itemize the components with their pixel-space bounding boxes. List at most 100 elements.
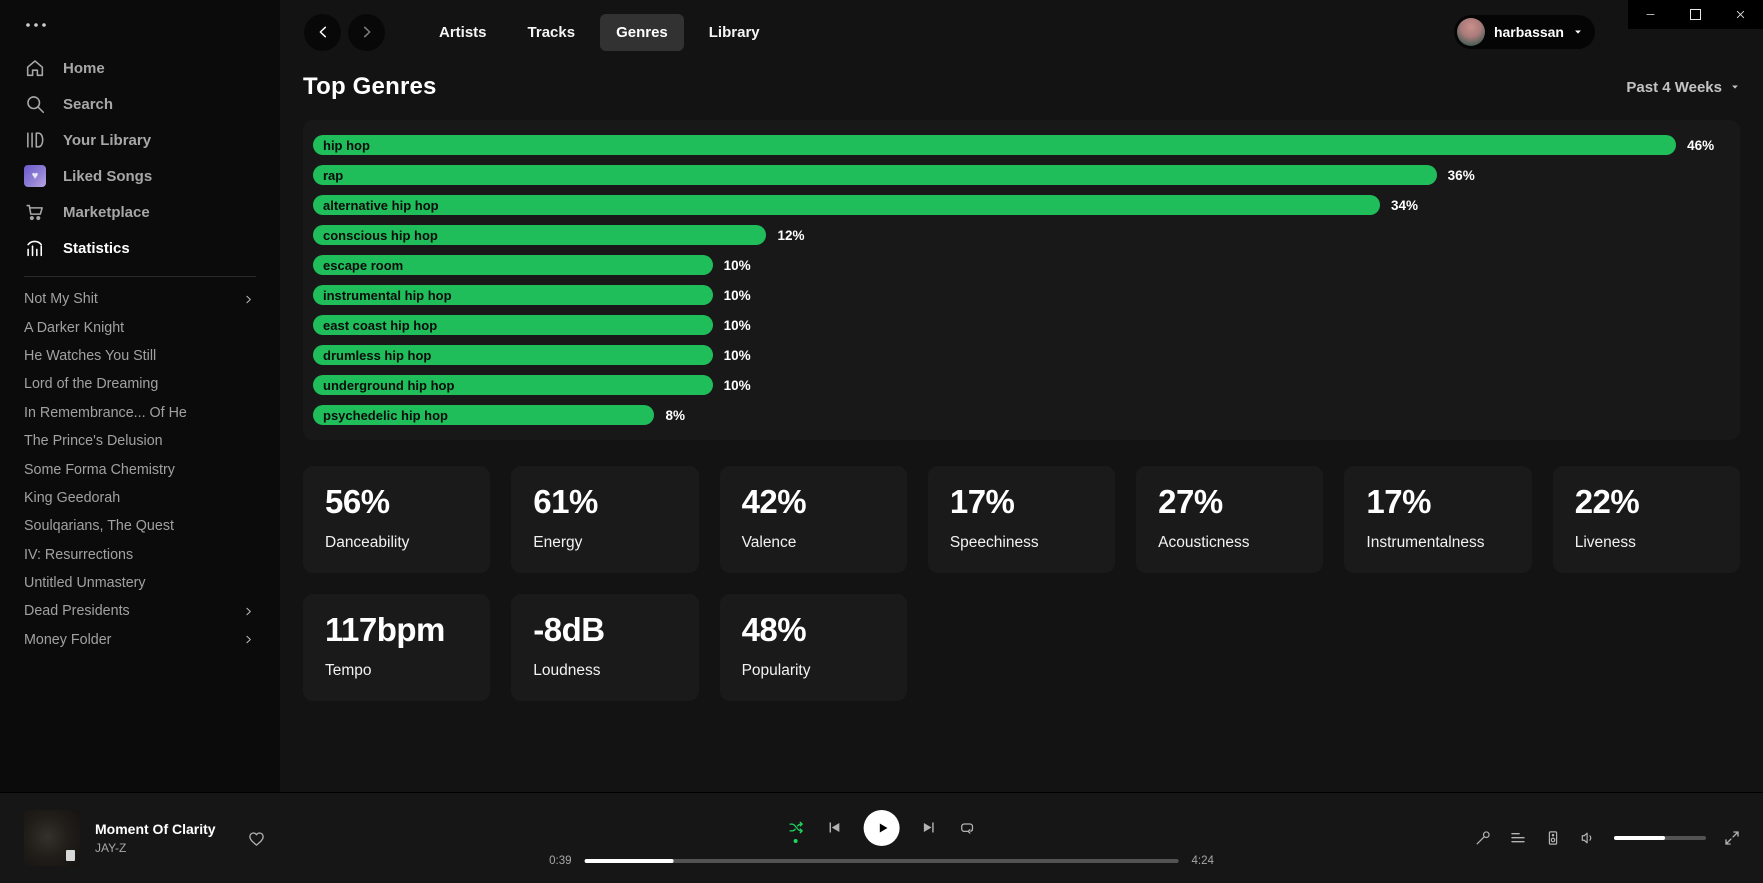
window-controls [1628,0,1763,29]
shuffle-icon [788,819,805,836]
next-icon [921,819,938,836]
stat-card-value: 42% [742,483,885,521]
genre-bar-label: escape room [313,258,403,273]
playlist-item-dead-presidents[interactable]: Dead Presidents [24,597,254,625]
sidebar-item-liked-songs[interactable]: ♥Liked Songs [24,158,280,194]
genre-bar: drumless hip hop [313,345,713,365]
sidebar-item-label: Your Library [63,132,151,149]
stat-card-label: Tempo [325,662,468,680]
forward-button[interactable] [348,14,385,51]
genre-bar-value: 10% [724,348,751,363]
genre-bar-value: 10% [724,258,751,273]
progress-fill [585,859,674,863]
liked-songs-icon: ♥ [24,165,46,187]
close-button[interactable] [1718,0,1763,29]
sidebar-item-label: Marketplace [63,204,150,221]
genre-bar-row: instrumental hip hop10% [313,285,1730,305]
fullscreen-button[interactable] [1723,829,1741,847]
period-dropdown[interactable]: Past 4 Weeks [1626,79,1740,96]
chevron-right-icon [359,24,375,40]
genre-bar: east coast hip hop [313,315,713,335]
now-playing: Moment Of Clarity JAY-Z [0,810,266,866]
playlist-item-lord-of-the-dreaming[interactable]: Lord of the Dreaming [24,370,254,398]
stat-card-label: Acousticness [1158,534,1301,552]
genre-bar-label: psychedelic hip hop [313,408,448,423]
queue-button[interactable] [1509,829,1527,847]
sidebar-item-label: Home [63,60,105,77]
device-button[interactable] [1544,829,1562,847]
track-title[interactable]: Moment Of Clarity [95,821,216,837]
stat-card-label: Speechiness [950,534,1093,552]
playlist-label: In Remembrance... Of He [24,405,187,421]
stat-card-label: Loudness [533,662,676,680]
progress-bar[interactable] [585,859,1179,863]
stat-card-danceability: 56%Danceability [303,466,490,573]
page-title: Top Genres [303,73,437,101]
tab-artists[interactable]: Artists [423,14,503,51]
stat-card-value: 17% [1366,483,1509,521]
chevron-left-icon [315,24,331,40]
genre-bar-value: 46% [1687,138,1714,153]
play-button[interactable] [864,810,900,846]
shuffle-button[interactable] [788,819,805,836]
genre-bar-value: 36% [1448,168,1475,183]
track-artist[interactable]: JAY-Z [95,841,216,855]
tab-library[interactable]: Library [693,14,776,51]
tab-tracks[interactable]: Tracks [512,14,592,51]
app-menu-button[interactable] [24,14,54,36]
playlist-item-some-forma-chemistry[interactable]: Some Forma Chemistry [24,455,254,483]
next-button[interactable] [921,819,938,836]
like-button[interactable] [247,829,266,848]
transport-controls [788,810,976,846]
playlist-item-the-prince-s-delusion[interactable]: The Prince's Delusion [24,427,254,455]
user-menu[interactable]: harbassan [1454,15,1595,49]
back-button[interactable] [304,14,341,51]
minimize-button[interactable] [1628,0,1673,29]
playlist-item-iv-resurrections[interactable]: IV: Resurrections [24,541,254,569]
repeat-icon [959,819,976,836]
sidebar-item-home[interactable]: Home [24,50,280,86]
heart-outline-icon [247,829,266,848]
sidebar-item-statistics[interactable]: Statistics [24,230,280,266]
stat-card-instrumentalness: 17%Instrumentalness [1344,466,1531,573]
genre-bar-row: psychedelic hip hop 8% [313,405,1730,425]
genre-bar-row: underground hip hop10% [313,375,1730,395]
player-controls: 0:39 4:24 [549,793,1214,883]
playlist-item-king-geedorah[interactable]: King Geedorah [24,484,254,512]
play-icon [875,820,891,836]
volume-slider[interactable] [1614,836,1706,840]
genre-bar-label: hip hop [313,138,370,153]
album-art[interactable] [24,810,80,866]
genre-bar-value: 34% [1391,198,1418,213]
genre-bar-row: drumless hip hop 10% [313,345,1730,365]
fullscreen-icon [1723,829,1741,847]
playlist-item-in-remembrance-of-he[interactable]: In Remembrance... Of He [24,399,254,427]
chevron-right-icon [243,606,254,617]
lyrics-button[interactable] [1474,829,1492,847]
sidebar-menu: Home Search Your Library ♥Liked Songs Market… [24,50,280,266]
genre-bar: alternative hip hop [313,195,1380,215]
sidebar-item-marketplace[interactable]: Marketplace [24,194,280,230]
ellipsis-icon [24,20,48,30]
playlist-item-he-watches-you-still[interactable]: He Watches You Still [24,342,254,370]
sidebar-item-your-library[interactable]: Your Library [24,122,280,158]
previous-button[interactable] [826,819,843,836]
stat-card-speechiness: 17%Speechiness [928,466,1115,573]
playlist-item-a-darker-knight[interactable]: A Darker Knight [24,313,254,341]
repeat-button[interactable] [959,819,976,836]
maximize-button[interactable] [1673,0,1718,29]
playlist-item-soulqarians-the-quest[interactable]: Soulqarians, The Quest [24,512,254,540]
volume-button[interactable] [1579,829,1597,847]
genre-bar-value: 8% [665,408,685,423]
sidebar-item-search[interactable]: Search [24,86,280,122]
playlist-label: King Geedorah [24,490,120,506]
playlist-item-not-my-shit[interactable]: Not My Shit [24,285,254,313]
genre-bar-label: underground hip hop [313,378,454,393]
close-icon [1735,9,1746,20]
sidebar: Home Search Your Library ♥Liked Songs Market… [0,0,280,792]
genre-bar-row: conscious hip hop12% [313,225,1730,245]
playlist-item-untitled-unmastery[interactable]: Untitled Unmastery [24,569,254,597]
tab-genres[interactable]: Genres [600,14,684,51]
genre-bar-label: drumless hip hop [313,348,431,363]
playlist-item-money-folder[interactable]: Money Folder [24,626,254,654]
